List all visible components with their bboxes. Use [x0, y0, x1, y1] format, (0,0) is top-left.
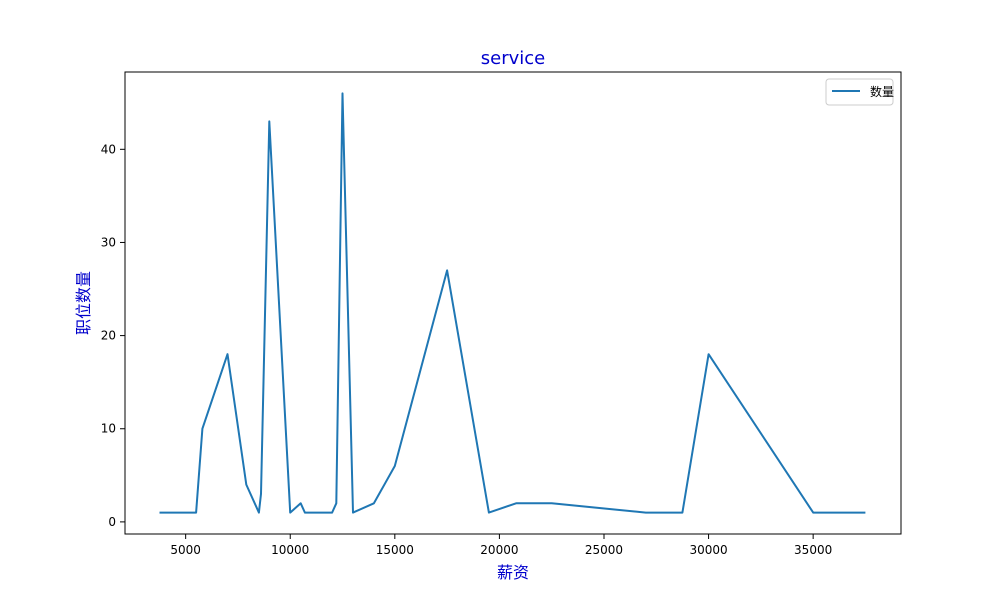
y-axis-label: 职位数量 — [74, 271, 93, 335]
legend-label: 数量 — [870, 84, 894, 99]
x-tick-label: 10000 — [271, 543, 309, 557]
x-axis-label: 薪资 — [497, 563, 529, 582]
y-tick-label: 0 — [108, 515, 116, 529]
chart-title: service — [481, 48, 545, 69]
y-tick-label: 10 — [101, 422, 116, 436]
x-tick-label: 5000 — [170, 543, 201, 557]
series-line — [159, 92, 866, 514]
y-tick-label: 20 — [101, 329, 116, 343]
x-tick-label: 15000 — [376, 543, 414, 557]
y-tick-label: 30 — [101, 235, 116, 249]
x-tick-label: 35000 — [794, 543, 832, 557]
legend: 数量 — [825, 78, 894, 106]
data-layer — [159, 92, 866, 514]
x-tick-label: 20000 — [480, 543, 518, 557]
plot-area — [125, 72, 901, 534]
axes-frame — [124, 71, 902, 535]
x-tick-label: 30000 — [689, 543, 727, 557]
x-tick-label: 25000 — [585, 543, 623, 557]
axes-layer: 5000 10000 15000 20000 25000 30000 35000 0 10 20 3… — [101, 71, 902, 557]
y-tick-label: 40 — [101, 142, 116, 156]
